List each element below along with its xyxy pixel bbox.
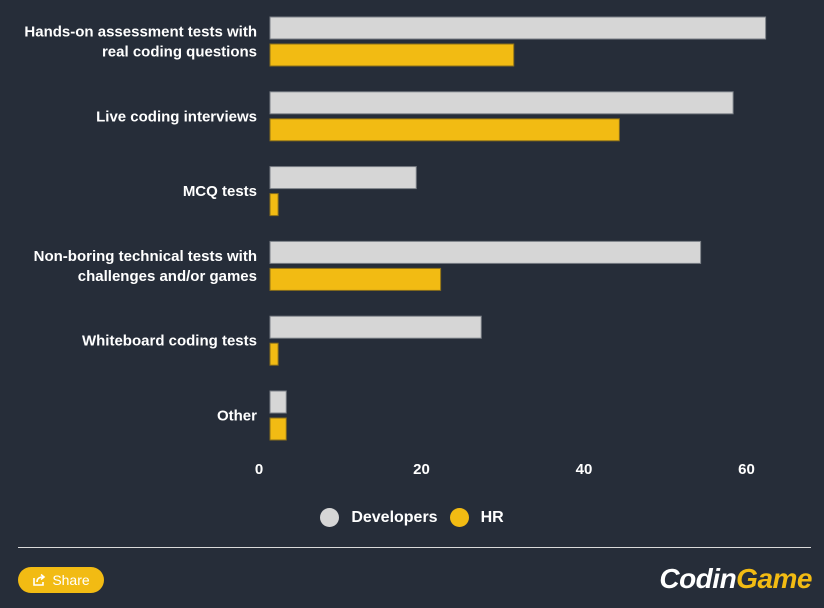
category-label: challenges and/or games (78, 268, 257, 285)
category-label: Non-boring technical tests with (34, 248, 257, 265)
logo-text-codin: Codin (659, 563, 737, 594)
legend-dot-hr (449, 508, 469, 527)
category-label: MCQ tests (183, 183, 257, 200)
category-label: Live coding interviews (96, 108, 257, 125)
legend-item-hr[interactable]: HR (449, 508, 504, 527)
bar-developers-4[interactable] (269, 315, 482, 339)
codingame-logo[interactable]: CodinGame (659, 563, 812, 595)
legend: Developers HR (0, 508, 824, 527)
category-label: Other (217, 408, 257, 425)
x-tick-label: 40 (576, 461, 593, 478)
bar-hr-5[interactable] (269, 417, 287, 441)
bar-hr-1[interactable] (269, 118, 620, 142)
bar-hr-0[interactable] (269, 43, 515, 67)
category-label: real coding questions (102, 44, 257, 61)
bar-hr-2[interactable] (269, 193, 279, 217)
legend-dot-developers (320, 508, 340, 527)
bar-developers-2[interactable] (269, 166, 417, 190)
x-tick-label: 60 (738, 461, 755, 478)
bar-chart: Hands-on assessment tests with real codin… (24, 16, 767, 478)
x-tick-label: 20 (413, 461, 430, 478)
legend-label-developers: Developers (351, 508, 438, 526)
legend-label-hr: HR (480, 508, 504, 526)
logo-text-game: Game (736, 563, 812, 594)
share-label: Share (52, 572, 90, 588)
bar-developers-1[interactable] (269, 91, 734, 115)
legend-item-developers[interactable]: Developers (320, 508, 438, 527)
bar-hr-3[interactable] (269, 267, 442, 291)
bar-developers-5[interactable] (269, 390, 287, 414)
bar-developers-0[interactable] (269, 16, 767, 40)
x-tick-label: 0 (255, 461, 263, 478)
share-button[interactable]: Share (18, 567, 104, 593)
category-label: Hands-on assessment tests with (24, 24, 257, 41)
share-icon (33, 573, 46, 586)
bar-developers-3[interactable] (269, 240, 702, 264)
category-label: Whiteboard coding tests (82, 333, 257, 350)
footer-divider (18, 547, 811, 548)
bar-hr-4[interactable] (269, 342, 279, 366)
